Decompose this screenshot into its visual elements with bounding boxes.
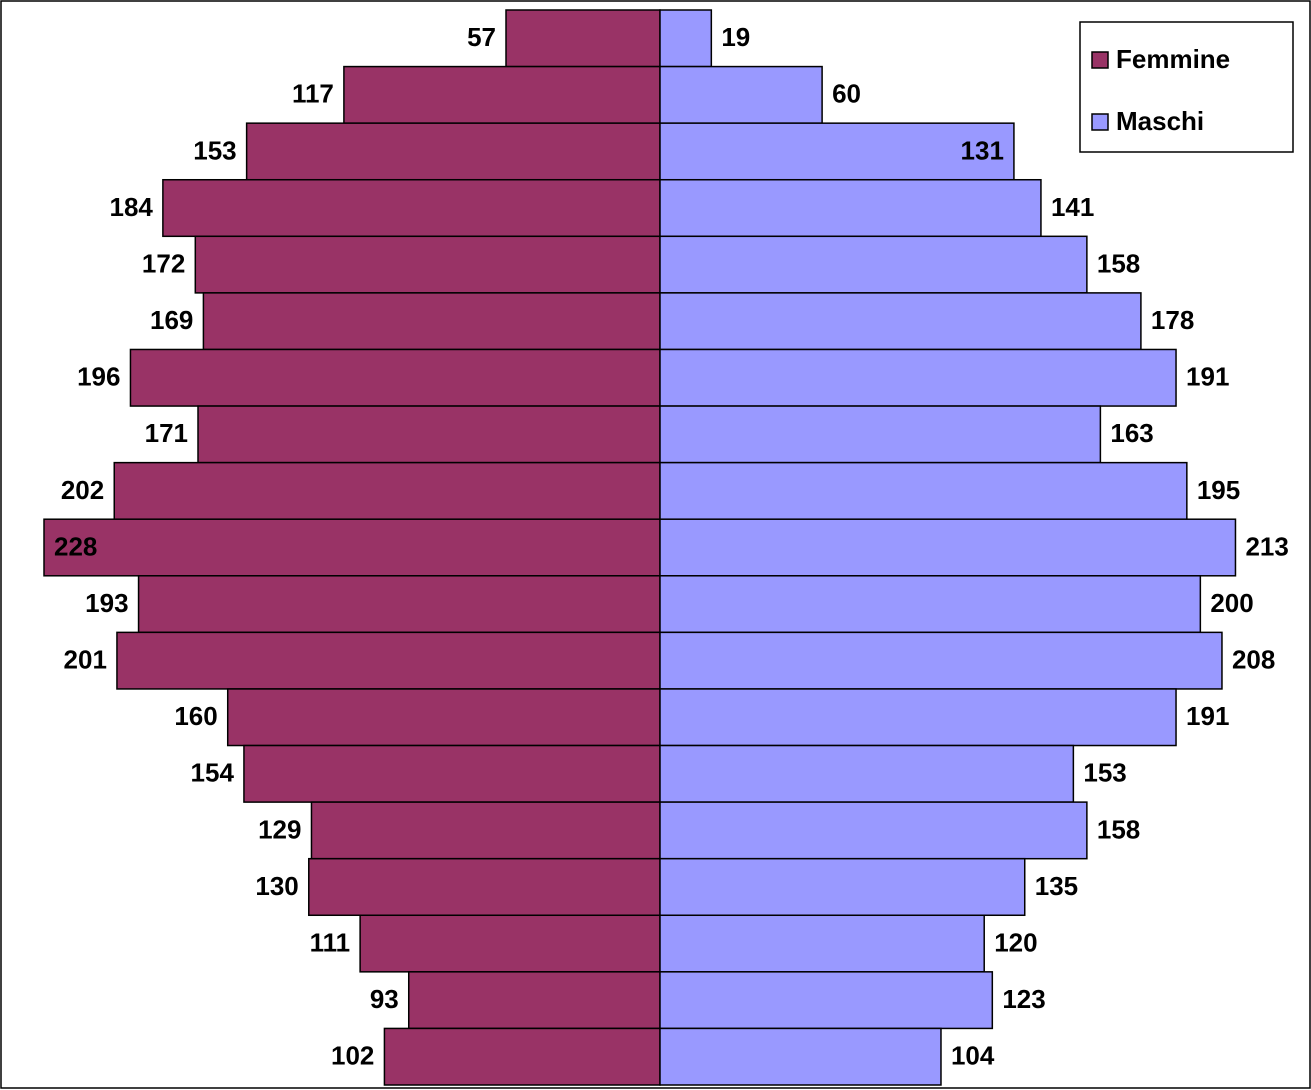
- value-label: 131: [961, 135, 1004, 165]
- bar: [659, 575, 1202, 634]
- bar: [407, 971, 661, 1030]
- bar: [659, 688, 1177, 747]
- value-label: 153: [1083, 758, 1126, 788]
- value-label: 195: [1197, 475, 1240, 505]
- bar: [659, 914, 985, 973]
- value-label: 200: [1210, 588, 1253, 618]
- value-label: 153: [193, 135, 236, 165]
- legend-swatch: [1091, 51, 1109, 69]
- value-label: 178: [1151, 305, 1194, 335]
- bar: [202, 292, 661, 351]
- bar: [310, 801, 661, 860]
- bar: [113, 461, 661, 520]
- value-label: 104: [951, 1041, 995, 1071]
- bar: [359, 914, 661, 973]
- bar: [659, 122, 1015, 181]
- bar: [383, 1027, 661, 1086]
- bar: [659, 405, 1102, 464]
- bar: [659, 461, 1188, 520]
- legend-label: Maschi: [1116, 106, 1204, 136]
- value-label: 171: [145, 418, 188, 448]
- bar: [116, 631, 661, 690]
- bar: [659, 235, 1088, 294]
- value-label: 102: [331, 1041, 374, 1071]
- bar: [129, 348, 661, 407]
- bar: [243, 744, 661, 803]
- bar: [245, 122, 661, 181]
- bar: [659, 631, 1223, 690]
- value-label: 169: [150, 305, 193, 335]
- value-label: 117: [292, 79, 334, 109]
- value-label: 129: [258, 814, 301, 844]
- bar: [197, 405, 661, 464]
- bar: [659, 292, 1142, 351]
- bar: [659, 518, 1237, 577]
- value-label: 160: [174, 701, 217, 731]
- value-label: 202: [61, 475, 104, 505]
- bar: [659, 857, 1026, 917]
- bar: [343, 65, 661, 124]
- value-label: 172: [142, 248, 185, 278]
- value-label: 184: [109, 192, 153, 222]
- value-label: 123: [1002, 984, 1045, 1014]
- value-label: 130: [255, 871, 298, 901]
- bar: [43, 518, 661, 577]
- value-label: 196: [77, 362, 120, 392]
- bar: [659, 9, 713, 68]
- value-label: 60: [832, 79, 861, 109]
- value-label: 120: [994, 927, 1037, 957]
- value-label: 154: [191, 758, 235, 788]
- value-label: 208: [1232, 645, 1275, 675]
- bar: [226, 688, 661, 747]
- value-label: 191: [1186, 701, 1229, 731]
- value-label: 19: [721, 22, 750, 52]
- value-label: 213: [1245, 531, 1288, 561]
- bar: [659, 1027, 942, 1086]
- value-label: 228: [54, 531, 97, 561]
- bar: [308, 857, 661, 917]
- value-label: 158: [1097, 248, 1140, 278]
- legend-box: [1079, 21, 1294, 153]
- bar: [659, 971, 994, 1030]
- value-label: 57: [467, 22, 496, 52]
- bar: [659, 178, 1042, 238]
- bar: [659, 65, 823, 124]
- bar: [659, 744, 1075, 803]
- legend-swatch: [1091, 113, 1109, 131]
- value-label: 158: [1097, 814, 1140, 844]
- bar: [659, 801, 1088, 860]
- value-label: 135: [1035, 871, 1078, 901]
- bar: [505, 9, 661, 68]
- legend-label: Femmine: [1116, 44, 1230, 74]
- bar: [162, 178, 661, 238]
- value-label: 201: [64, 645, 107, 675]
- value-label: 111: [310, 927, 351, 957]
- bar: [659, 348, 1177, 407]
- bar: [137, 575, 661, 634]
- value-label: 191: [1186, 362, 1229, 392]
- value-label: 141: [1051, 192, 1094, 222]
- value-label: 163: [1110, 418, 1153, 448]
- bar: [194, 235, 661, 294]
- value-label: 193: [85, 588, 128, 618]
- value-label: 93: [370, 984, 399, 1014]
